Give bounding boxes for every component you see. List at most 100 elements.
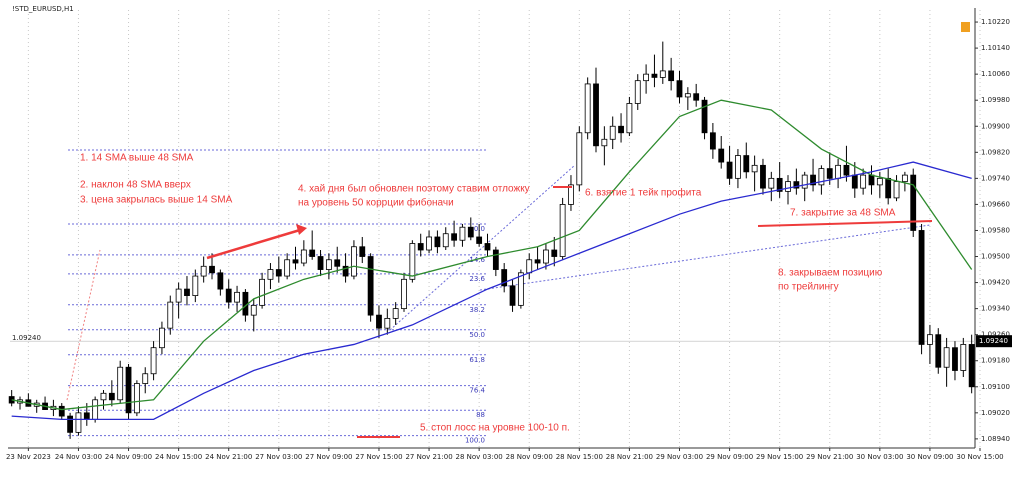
candle-body: [968, 344, 975, 388]
y-tick-label: 1.08940: [981, 435, 1010, 443]
x-tick-label: 30 Nov 15:00: [956, 453, 1003, 461]
x-tick-label: 24 Nov 09:00: [105, 453, 152, 461]
candle-body: [142, 373, 149, 384]
x-tick-label: 27 Nov 21:00: [405, 453, 452, 461]
candle-body: [718, 148, 725, 163]
trend-line: [66, 249, 101, 401]
candle-body: [150, 347, 157, 375]
candle-body: [108, 392, 115, 401]
annotation: 8. закрываем позицию: [778, 268, 883, 279]
candle-body: [159, 327, 165, 349]
x-tick-label: 24 Nov 03:00: [55, 453, 102, 461]
candle-body: [225, 288, 232, 303]
chart-title: !STD_EURUSD,H1: [12, 5, 74, 13]
candle-body: [543, 249, 549, 264]
candle-body: [618, 125, 624, 134]
plot-area: 1.10220 1.10140 1.10060 1.09980 1.09900 1.098…: [6, 10, 1012, 461]
candle-body: [300, 249, 307, 264]
y-tick-label: 1.09980: [981, 96, 1010, 104]
candle-body: [325, 259, 332, 270]
candle-body: [467, 226, 474, 238]
annotation: на уровень 50 коррции фибоначи: [298, 197, 454, 209]
candle-body: [250, 304, 257, 316]
fib-label: 50.0: [469, 331, 485, 339]
candle-body: [609, 125, 616, 140]
candle-body: [459, 226, 466, 241]
candle-body: [67, 415, 74, 433]
y-tick-label: 1.10060: [981, 70, 1010, 78]
candle-body: [417, 243, 424, 251]
candle-body: [751, 164, 758, 173]
candle-body: [643, 73, 650, 82]
candle-body: [133, 383, 140, 414]
y-tick-label: 1.09500: [981, 253, 1010, 261]
y-tick-label: 1.09100: [981, 383, 1010, 391]
annotation: по трейлингу: [778, 282, 839, 293]
candle-body: [317, 256, 324, 270]
candle-body: [760, 164, 766, 189]
fib-label: 14.6: [469, 256, 485, 264]
candle-body: [334, 259, 341, 267]
candle-body: [576, 132, 583, 186]
candle-body: [860, 174, 867, 189]
annotation: 1. 14 SMA выше 48 SMA: [80, 153, 194, 164]
annotation: 7. закрытие за 48 SMA: [790, 208, 896, 219]
candle-body: [534, 259, 541, 264]
x-tick-label: 24 Nov 21:00: [205, 453, 252, 461]
candle-body: [935, 334, 942, 368]
annotation: 5. стоп лосс на уровне 100-10 п.: [420, 423, 570, 434]
candle-body: [58, 405, 65, 417]
fib-label: 88: [476, 411, 485, 419]
candle-body: [701, 99, 708, 134]
candle-body: [659, 70, 666, 78]
candle-body: [367, 256, 374, 316]
candle-body: [125, 366, 132, 414]
candle-body: [726, 161, 733, 179]
candle-body: [776, 177, 783, 192]
close-mark: [757, 220, 933, 227]
y-tick-label: 1.09020: [981, 409, 1010, 417]
candle-body: [476, 236, 483, 244]
y-tick-label: 1.09820: [981, 148, 1010, 156]
x-tick-label: 27 Nov 03:00: [255, 453, 302, 461]
candle-body: [517, 272, 524, 306]
fib-label: 76.4: [469, 387, 485, 395]
candle-body: [209, 265, 215, 274]
price-tag-label: 1.09240: [979, 337, 1008, 345]
y-tick-label: 1.09420: [981, 279, 1010, 287]
candle-body: [217, 272, 224, 290]
x-tick-label: 28 Nov 09:00: [506, 453, 553, 461]
candle-body: [927, 334, 933, 345]
annotation: 4. хай дня был обновлен поэтому ставим о…: [298, 183, 530, 195]
y-tick-label: 1.09900: [981, 122, 1010, 130]
candle-body: [267, 269, 274, 280]
fib-label: 38.2: [469, 306, 485, 314]
candle-body: [768, 177, 775, 189]
candle-body: [342, 265, 349, 277]
candle-body: [943, 347, 950, 368]
x-tick-label: 28 Nov 21:00: [606, 453, 653, 461]
x-tick-label: 28 Nov 15:00: [556, 453, 603, 461]
x-tick-label: 23 Nov 2023: [6, 453, 51, 461]
candle-body: [526, 259, 533, 274]
candle-body: [826, 168, 833, 179]
moving-average: [11, 161, 972, 420]
candle-body: [492, 249, 499, 270]
candle-body: [793, 181, 800, 189]
candle-body: [184, 288, 190, 296]
candle-body: [735, 155, 741, 179]
fib-label: 61.8: [469, 356, 485, 364]
fib-label: 23.6: [469, 275, 485, 283]
candle-body: [359, 246, 366, 257]
candle-body: [568, 184, 574, 205]
candle-body: [693, 93, 700, 101]
candle-body: [684, 93, 691, 98]
candle-body: [601, 138, 608, 147]
candle-body: [192, 275, 199, 296]
candle-body: [92, 399, 99, 420]
candle-body: [893, 181, 900, 199]
candle-body: [851, 174, 858, 189]
x-tick-label: 29 Nov 21:00: [806, 453, 853, 461]
candle-body: [442, 233, 449, 248]
